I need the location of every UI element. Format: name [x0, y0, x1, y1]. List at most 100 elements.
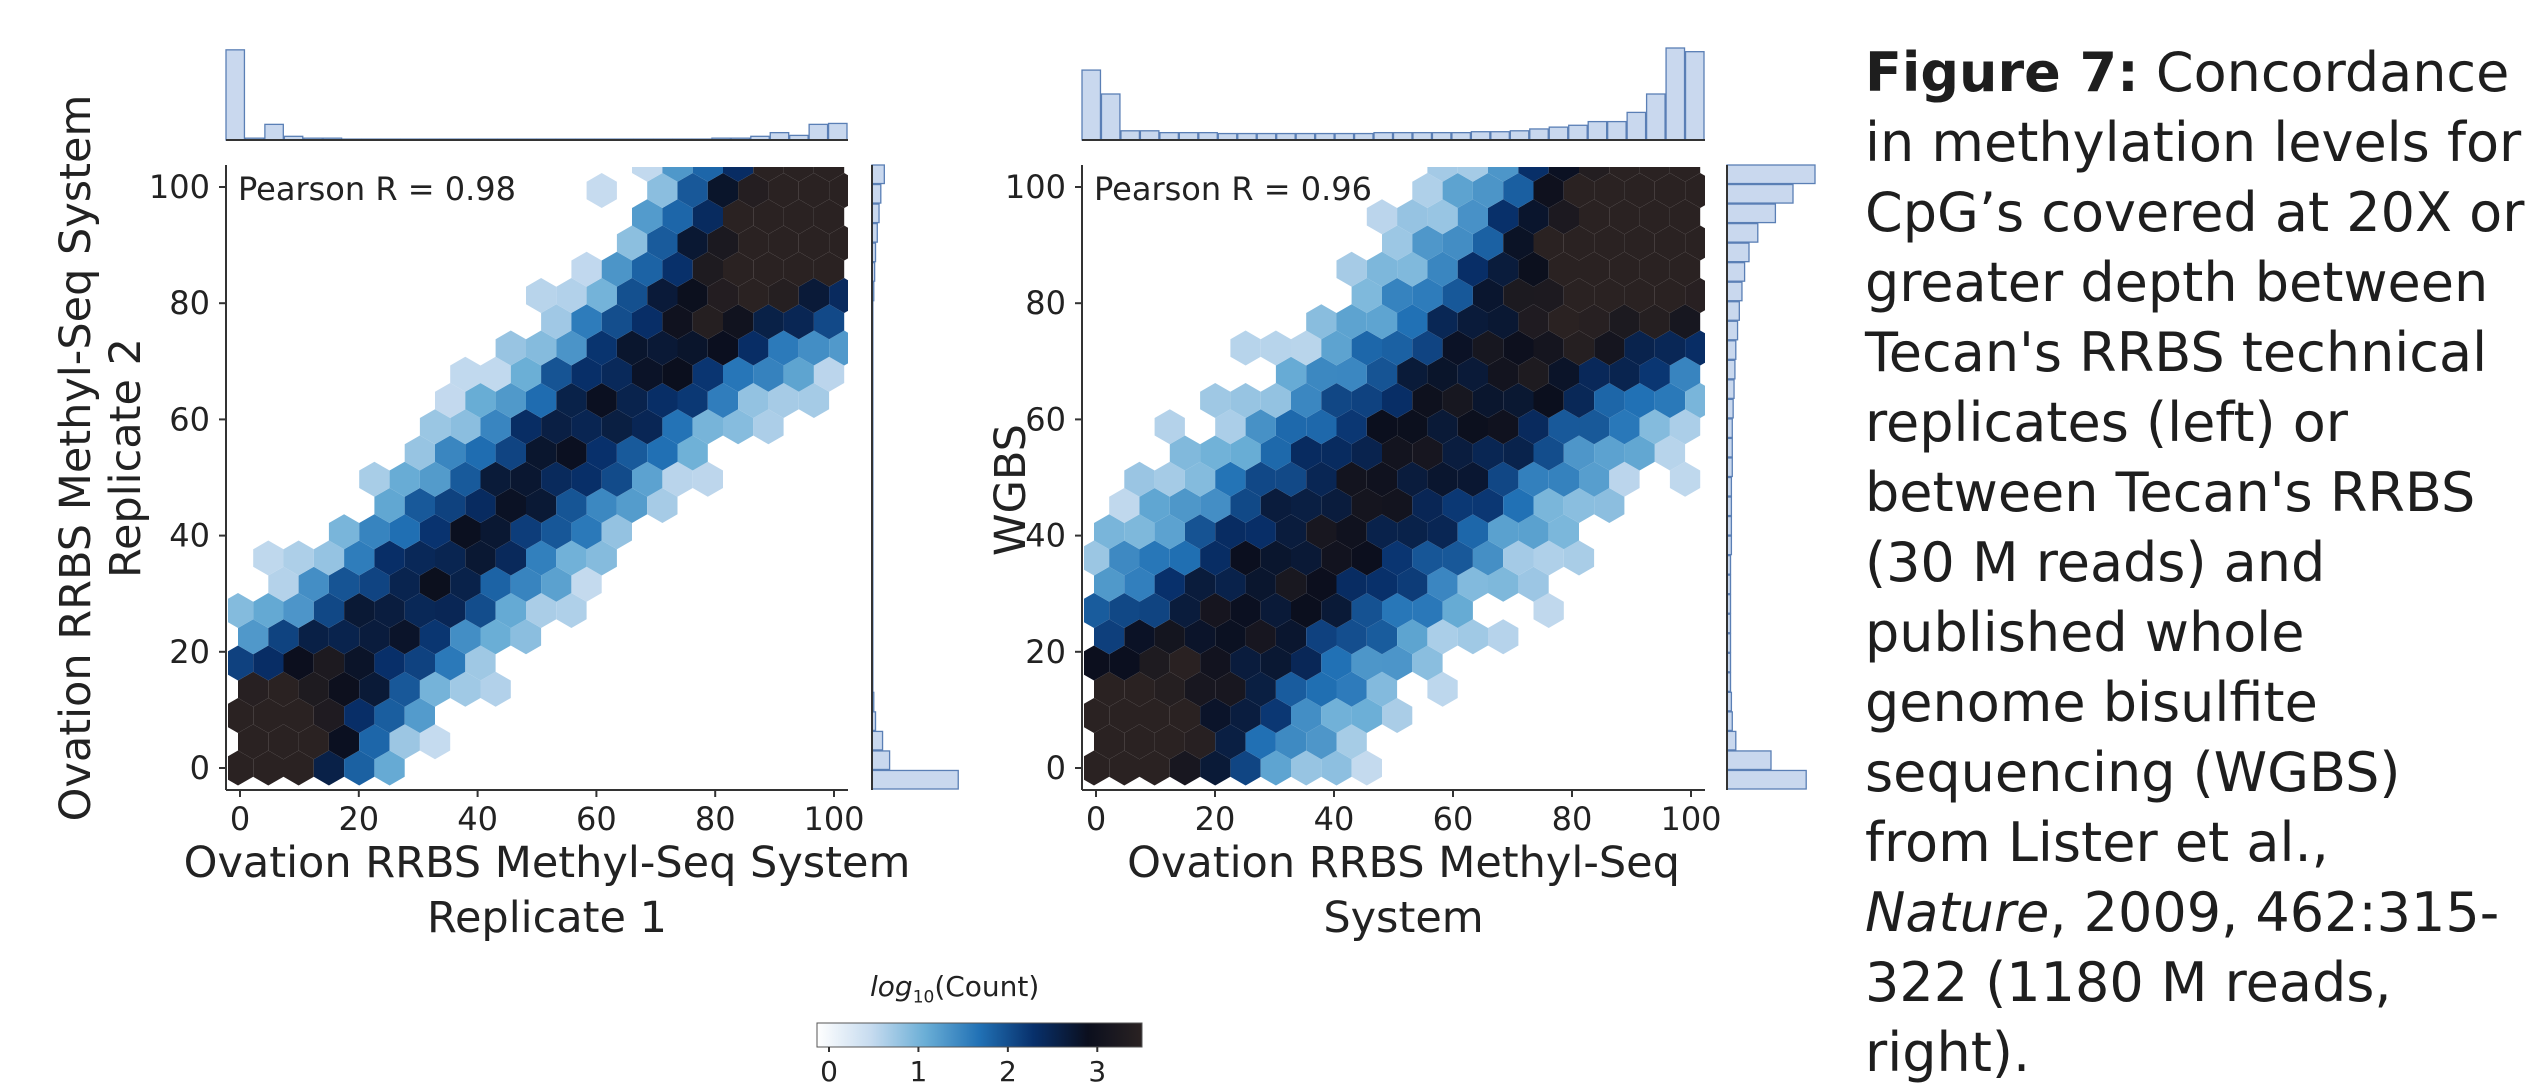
hexbin-cell: [677, 330, 708, 366]
hexbin-cell: [1291, 383, 1322, 418]
hexbin-cell: [510, 356, 542, 392]
hexbin-cell: [1351, 435, 1382, 471]
hexbin-cell: [1366, 199, 1398, 235]
hexbin-cell: [1685, 278, 1705, 313]
hexbin-cell: [1639, 304, 1670, 340]
hexbin-cell: [1609, 304, 1640, 340]
hexbin-cell: [829, 278, 848, 313]
top-hist-bar: [1451, 131, 1472, 141]
hexbin-cell: [1260, 645, 1291, 681]
hexbin-cell: [1624, 278, 1655, 313]
hexbin-cell: [359, 461, 390, 497]
hexbin-cell: [783, 199, 814, 235]
hexbin-cell: [1154, 619, 1185, 655]
hexbin-cell: [313, 750, 345, 786]
hexbin-cell: [1442, 383, 1473, 418]
hexbin-cell: [1412, 383, 1443, 418]
hexbin-cell: [1548, 409, 1579, 445]
hexbin-cell: [1457, 514, 1488, 550]
hexbin-cell: [1518, 409, 1549, 445]
hexbin-cell: [298, 619, 329, 655]
hexbin-cell: [1579, 461, 1610, 497]
top-hist-bar: [1100, 93, 1121, 141]
hexbin-cell: [1084, 698, 1110, 733]
hexbin-cell: [586, 540, 617, 576]
hexbin-cell: [601, 461, 632, 497]
hexbin-cell: [1503, 383, 1534, 418]
hexbin-cell: [1594, 330, 1625, 366]
hexbin-cell: [1109, 698, 1140, 733]
hexbin-cell: [1306, 671, 1337, 707]
hexbin-cell: [465, 593, 496, 628]
hexbin-cell: [526, 593, 557, 628]
hexbin-cell: [647, 488, 678, 523]
hexbin-cell: [1412, 173, 1443, 208]
hexbin-cell: [1503, 540, 1534, 576]
hexbin-cell: [374, 540, 405, 576]
hexbin-cell: [753, 409, 784, 445]
hexbin-cell: [389, 619, 420, 655]
hexbin-cell: [1124, 724, 1155, 760]
hexbin-cell: [1548, 514, 1579, 550]
hexbin-cell: [586, 173, 617, 208]
hexbin-cell: [1275, 514, 1307, 550]
hexbin-cell: [1427, 566, 1458, 602]
hexbin-cell: [465, 383, 496, 418]
hexbin-cell: [753, 356, 784, 392]
hexbin-cell: [586, 488, 617, 523]
top-hist-bar: [1665, 47, 1686, 141]
hexbin-cell: [359, 566, 390, 602]
hexbin-cell: [404, 540, 435, 576]
hexbin-cell: [1275, 566, 1307, 602]
x-tick-label: 40: [457, 800, 498, 838]
hexbin-cell: [1351, 540, 1382, 576]
hexbin-cell: [1336, 566, 1367, 602]
hexbin-cell: [753, 199, 784, 235]
colorbar-tick-label: 0: [820, 1055, 838, 1083]
hexbin-cell: [1321, 383, 1352, 418]
hexbin-cell: [1084, 750, 1110, 786]
hexbin-cell: [1351, 330, 1382, 366]
hexbin-cell: [283, 540, 314, 576]
hexbin-cell: [829, 330, 848, 366]
hexbin-cell: [571, 356, 602, 392]
hexbin-cell: [1533, 225, 1564, 261]
hexbin-cell: [1427, 304, 1458, 340]
hexbin-cell: [1472, 173, 1504, 208]
hexbin-cell: [1488, 251, 1519, 287]
hexbin-cell: [1442, 225, 1473, 261]
hexbin-cell: [419, 461, 451, 497]
top-marginal-histogram: [1081, 47, 1705, 141]
x-tick-label: 0: [1086, 800, 1106, 838]
hexbin-cell: [1639, 356, 1670, 392]
hexbin-cell: [253, 540, 284, 576]
hexbin-cell: [1260, 698, 1291, 733]
hexbin-cell: [571, 304, 602, 340]
hexbin-cell: [1427, 461, 1458, 497]
hexbin-cell: [1366, 304, 1398, 340]
hexbin-cell: [541, 566, 572, 602]
hexbin-cell: [813, 356, 845, 392]
hexbin-cell: [1427, 514, 1458, 550]
hexbin-cell: [768, 173, 799, 208]
hexbin-cell: [1563, 278, 1595, 313]
top-hist-bar: [1159, 131, 1179, 141]
hexbin-cell: [450, 514, 481, 550]
hexbin-cell: [1533, 383, 1564, 418]
hexbin-cell: [677, 383, 708, 418]
hexbin-cell: [450, 356, 481, 392]
right-hist-bar: [871, 203, 880, 224]
hexbin-cell: [283, 750, 314, 786]
x-axis-label: Replicate 1: [427, 893, 667, 943]
hexbin-cell: [1624, 435, 1655, 471]
hexbin-cell: [389, 566, 420, 602]
hexbin-cell: [268, 619, 299, 655]
hexbin-cell: [723, 304, 754, 340]
hexbin-cell: [526, 330, 557, 366]
right-hist-bar: [1726, 379, 1735, 400]
hexbin-cell: [1275, 356, 1307, 392]
hexbin-cell: [1351, 698, 1382, 733]
hexbin-cell: [1412, 593, 1443, 628]
hexbin-cell: [1321, 540, 1352, 576]
hexbin-cell: [1336, 461, 1367, 497]
